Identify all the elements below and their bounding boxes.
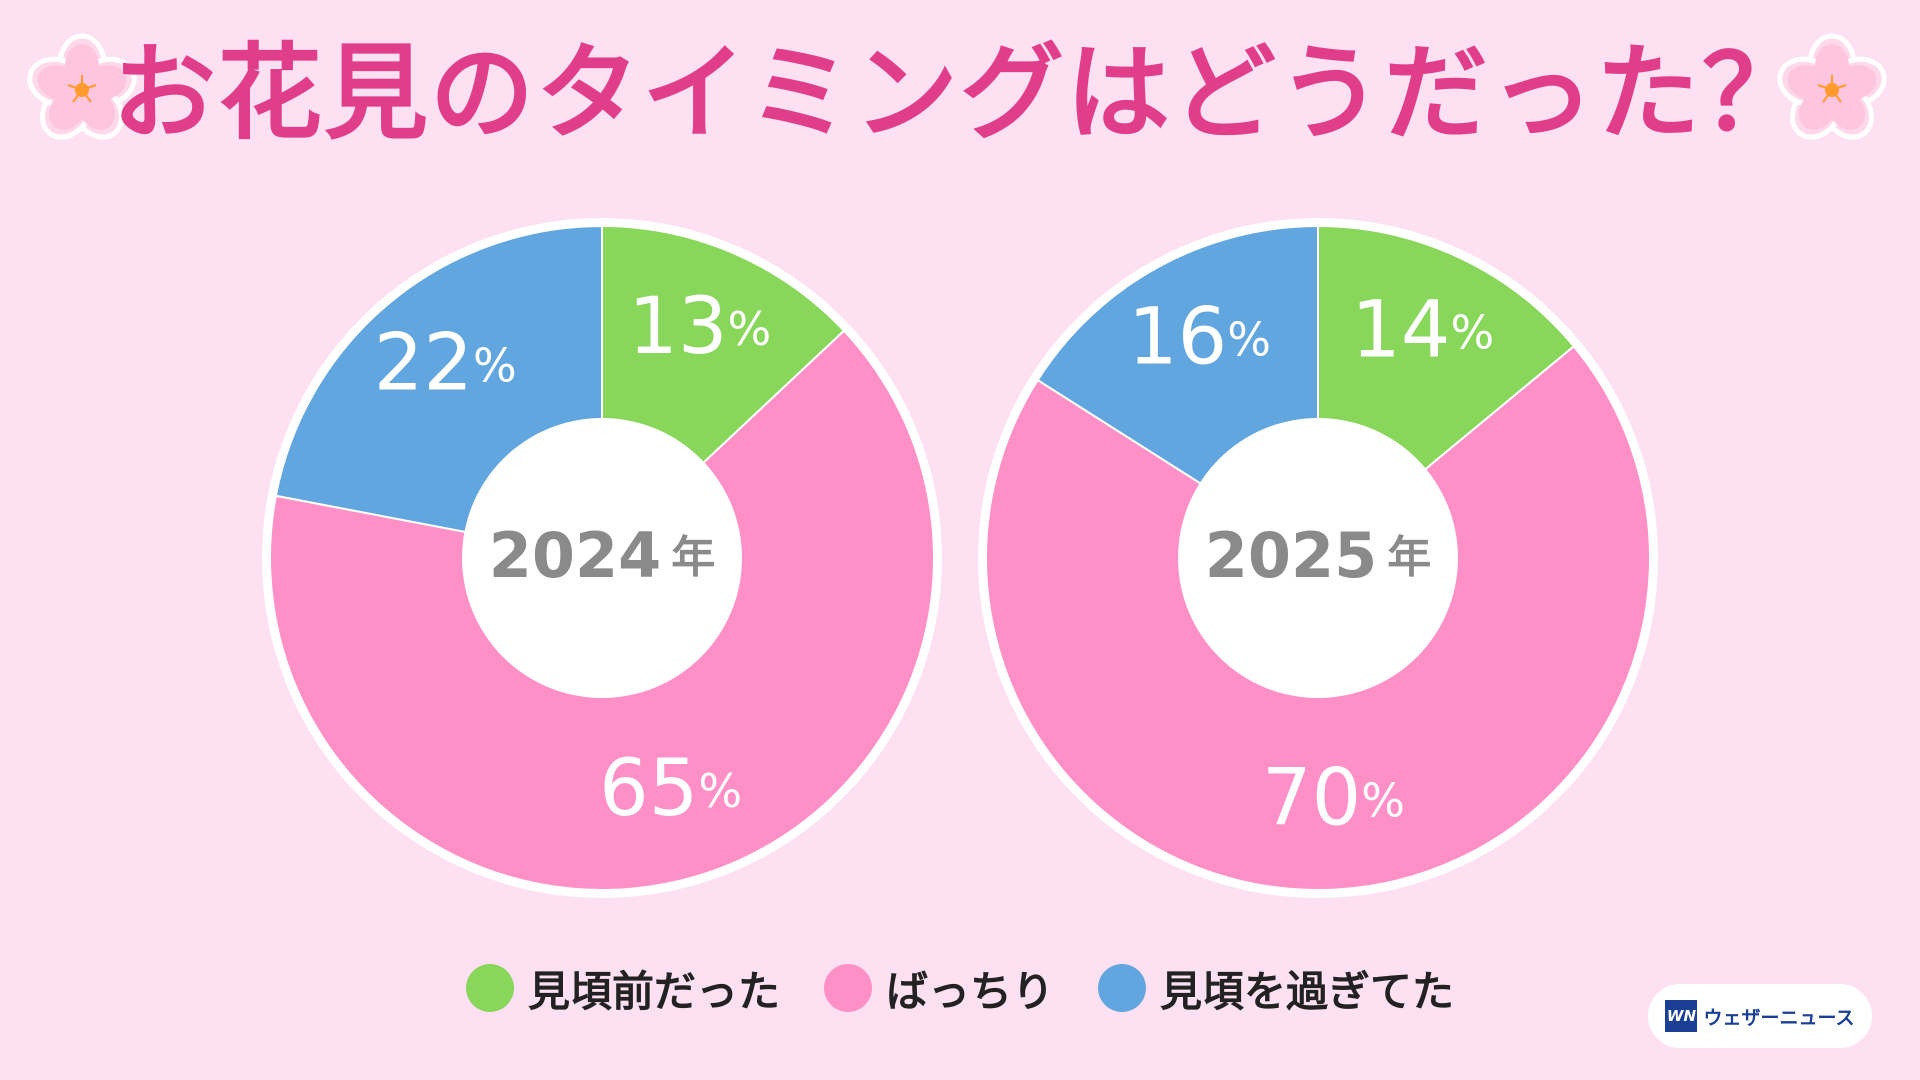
legend: 見頃前だった ばっちり 見頃を過ぎてた: [0, 958, 1920, 1018]
donut-hole: [1178, 418, 1458, 698]
legend-dot-before-peak: [465, 964, 514, 1012]
year-label: 2024 年: [489, 519, 716, 592]
logo-mark: WN: [1665, 1000, 1698, 1032]
legend-item-before-peak: 見頃前だった: [465, 958, 780, 1019]
legend-label: 見頃前だった: [527, 966, 780, 1016]
donut-chart-2025: 14% 70% 16% 2025 年: [978, 218, 1658, 898]
logo-text: ウェザーニュース: [1703, 1006, 1855, 1029]
legend-label: ばっちり: [885, 966, 1054, 1016]
slice-label-just-right: 70%: [1262, 754, 1405, 844]
sakura-flower-icon: [27, 33, 137, 140]
page-title: お花見のタイミングはどうだった？: [111, 32, 1808, 154]
legend-item-just-right: ばっちり: [823, 958, 1054, 1019]
slice-label-before-peak: 14%: [1351, 286, 1494, 376]
donut-chart-2024: 13% 65% 22% 2024 年: [262, 218, 942, 898]
legend-dot-after-peak: [1098, 964, 1146, 1012]
donut-hole: [462, 418, 742, 698]
legend-label: 見頃を過ぎてた: [1160, 966, 1455, 1016]
slice-label-after-peak: 22%: [374, 319, 517, 409]
legend-item-after-peak: 見頃を過ぎてた: [1098, 958, 1454, 1019]
legend-dot-just-right: [823, 964, 872, 1012]
sakura-flower-icon: [1777, 33, 1887, 140]
year-label: 2025 年: [1205, 519, 1432, 592]
slice-label-after-peak: 16%: [1128, 293, 1271, 383]
slice-label-just-right: 65%: [599, 745, 742, 835]
slice-label-before-peak: 13%: [628, 283, 771, 373]
weathernews-logo: WN ウェザーニュース: [1648, 984, 1872, 1048]
